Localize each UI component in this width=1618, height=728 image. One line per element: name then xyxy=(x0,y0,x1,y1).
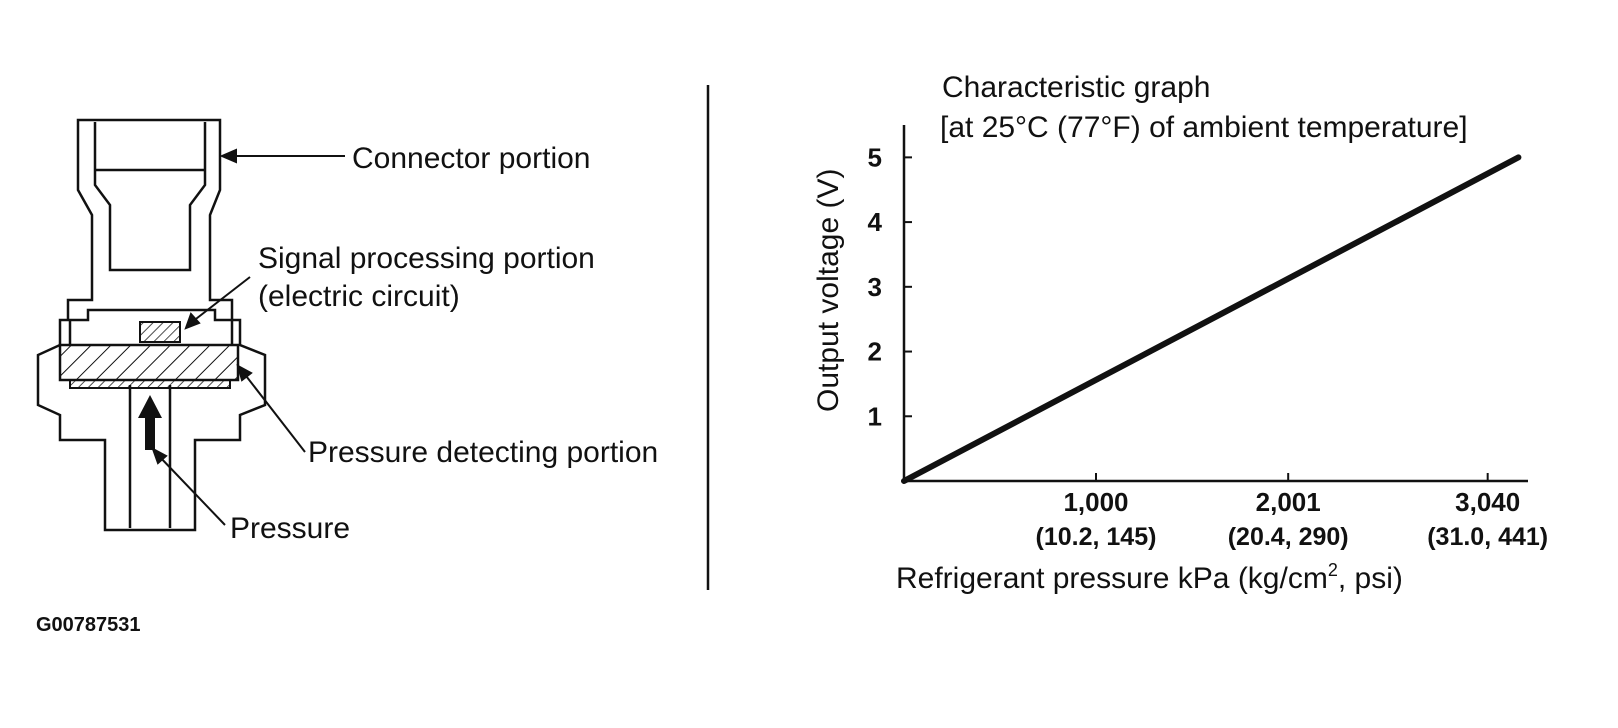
sensor-cavity xyxy=(68,308,234,345)
label-signal-processing: Signal processing portion xyxy=(258,242,595,275)
signal-chip xyxy=(139,321,181,343)
x-tick-sublabel: (20.4, 290) xyxy=(1228,523,1349,551)
pressure-arrow xyxy=(138,395,162,450)
y-tick-label: 4 xyxy=(868,207,883,237)
x-axis-label-main: Refrigerant pressure kPa (kg/cm xyxy=(896,562,1328,595)
x-tick-label: 3,040 xyxy=(1455,487,1520,517)
y-tick-label: 5 xyxy=(868,142,882,172)
x-axis-label: Refrigerant pressure kPa (kg/cm2, psi) xyxy=(896,560,1403,595)
connector-outline xyxy=(36,118,267,532)
pressure-sensor-drawing xyxy=(36,118,267,532)
pressure-element xyxy=(58,343,240,382)
y-tick-label: 1 xyxy=(868,401,882,431)
chart-plot: 1 2 3 4 5 1,000 (10.2, 145) 2,001 (20.4, 290) 3,0… xyxy=(868,125,1548,551)
figure-id: G00787531 xyxy=(36,614,141,636)
leader-lines xyxy=(151,148,345,526)
label-electric-circuit: (electric circuit) xyxy=(258,280,460,313)
label-connector-portion: Connector portion xyxy=(352,142,590,175)
x-tick-label: 1,000 xyxy=(1063,487,1128,517)
x-tick-sublabel: (10.2, 145) xyxy=(1036,523,1157,551)
y-tick-label: 3 xyxy=(868,272,882,302)
chart-title: Characteristic graph xyxy=(942,71,1210,104)
label-pressure-detecting: Pressure detecting portion xyxy=(308,436,658,469)
chart-subtitle: [at 25°C (77°F) of ambient temperature] xyxy=(940,111,1468,144)
y-tick-label: 2 xyxy=(868,337,882,367)
series-line xyxy=(901,154,1522,484)
pressure-element-base xyxy=(69,379,231,389)
connector-inner xyxy=(93,122,207,272)
x-axis-label-tail: , psi) xyxy=(1338,562,1403,595)
x-tick-label: 2,001 xyxy=(1256,487,1321,517)
label-pressure: Pressure xyxy=(230,512,350,545)
y-axis-label: Output voltage (V) xyxy=(812,169,845,412)
x-tick-sublabel: (31.0, 441) xyxy=(1427,523,1548,551)
x-axis-label-sup: 2 xyxy=(1328,560,1338,580)
